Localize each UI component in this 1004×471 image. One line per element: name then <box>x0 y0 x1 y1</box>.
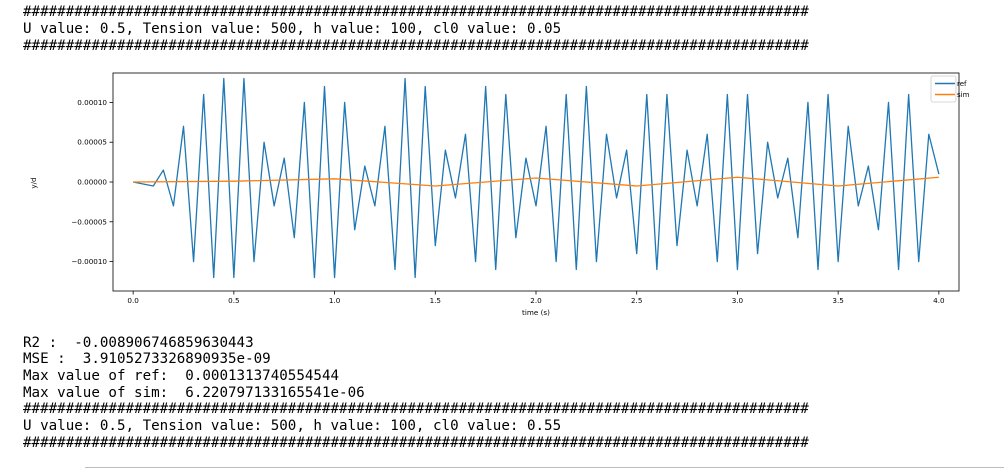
hash-separator: ########################################… <box>23 38 809 54</box>
r2-output: R2 : -0.008906746859630443 <box>23 335 254 351</box>
y-tick-label: 0.00010 <box>77 98 107 107</box>
max-sim-output: Max value of sim: 6.220797133165541e-06 <box>23 385 365 401</box>
y-axis: 0.00010 0.00005 0.00000 −0.00005 −0.00010 <box>71 98 113 266</box>
y-tick-label: 0.00005 <box>77 138 107 147</box>
x-axis: 0.0 0.5 1.0 1.5 2.0 2.5 3.0 3.5 4.0 <box>127 291 945 305</box>
chart-figure: 0.0 0.5 1.0 1.5 2.0 2.5 3.0 3.5 4.0 0.00010 0.000… <box>0 66 1004 322</box>
x-tick-label: 1.5 <box>430 296 441 305</box>
x-tick-label: 2.5 <box>631 296 642 305</box>
mse-output: MSE : 3.9105273326890935e-09 <box>23 351 271 367</box>
hash-separator: ########################################… <box>23 401 809 417</box>
y-tick-label: 0.00000 <box>77 178 107 187</box>
hash-separator: ########################################… <box>23 435 809 451</box>
x-tick-label: 3.0 <box>732 296 744 305</box>
max-ref-output: Max value of ref: 0.0001313740554544 <box>23 368 340 384</box>
y-tick-label: −0.00005 <box>71 217 107 226</box>
series-line-ref <box>133 77 940 279</box>
cell-divider <box>85 467 1004 468</box>
x-tick-label: 1.0 <box>329 296 341 305</box>
x-tick-label: 4.0 <box>933 296 945 305</box>
series-layer <box>133 77 940 279</box>
x-axis-label: time (s) <box>522 308 550 317</box>
legend: ref sim <box>930 75 970 103</box>
legend-label-sim: sim <box>957 91 970 99</box>
legend-box <box>930 75 957 103</box>
x-tick-label: 0.0 <box>127 296 139 305</box>
params-line: U value: 0.5, Tension value: 500, h valu… <box>23 21 562 37</box>
chart-svg: 0.0 0.5 1.0 1.5 2.0 2.5 3.0 3.5 4.0 0.000100.000… <box>29 72 970 317</box>
x-tick-label: 3.5 <box>832 296 843 305</box>
y-axis-label: y/d <box>29 177 38 188</box>
plot-frame <box>112 72 960 292</box>
params-line: U value: 0.5, Tension value: 500, h valu… <box>23 418 562 434</box>
series-line-sim <box>133 176 939 187</box>
x-tick-label: 2.0 <box>530 296 542 305</box>
x-tick-label: 0.5 <box>228 296 239 305</box>
y-tick-label: −0.00010 <box>71 257 107 266</box>
legend-label-ref: ref <box>957 80 967 88</box>
hash-separator: ########################################… <box>23 4 809 20</box>
